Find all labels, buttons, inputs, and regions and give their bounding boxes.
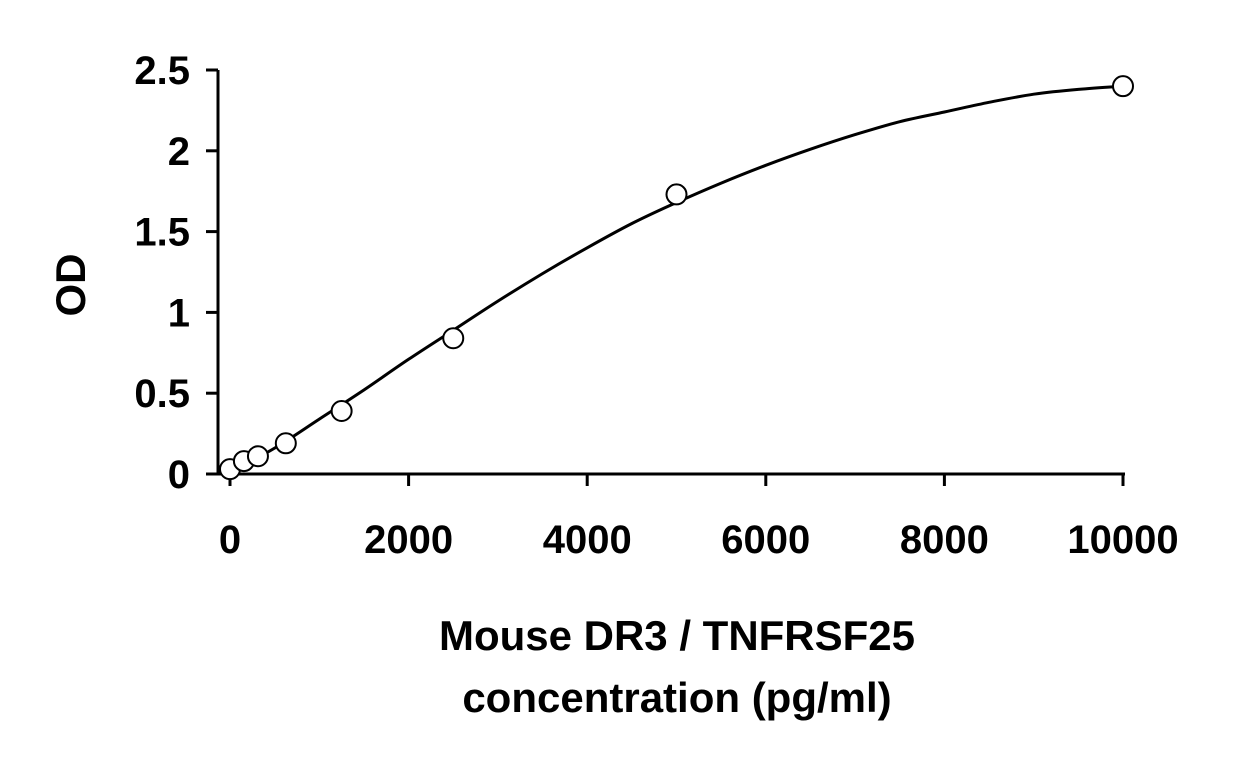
axes [216, 70, 1125, 476]
x-axis-title-line-2: concentration (pg/ml) [462, 674, 891, 721]
data-point [1112, 75, 1134, 98]
data-point [330, 399, 353, 422]
x-tick-label: 2000 [364, 518, 453, 562]
data-point [665, 183, 688, 206]
y-tick-label: 0.5 [134, 372, 190, 416]
y-tick-label: 2 [168, 130, 190, 174]
x-axis-ticks: 0 2000 4000 6000 8000 10000 [219, 474, 1179, 562]
y-tick-label: 1.5 [134, 211, 190, 255]
data-point [274, 432, 297, 455]
fit-curve [229, 84, 1124, 474]
x-axis-title-line-1: Mouse DR3 / TNFRSF25 [439, 612, 915, 659]
x-tick-label: 4000 [543, 518, 632, 562]
x-tick-label: 8000 [900, 518, 989, 562]
y-axis-title: OD [47, 254, 94, 317]
x-tick-label: 10000 [1067, 518, 1178, 562]
data-point [442, 327, 465, 350]
y-tick-label: 2.5 [134, 49, 190, 93]
x-tick-label: 0 [219, 518, 241, 562]
x-tick-label: 6000 [721, 518, 810, 562]
y-tick-label: 0 [168, 453, 190, 497]
y-axis-ticks: 0 0.5 1 1.5 2 2.5 [134, 49, 218, 497]
data-points [219, 75, 1134, 481]
data-point [246, 445, 269, 468]
y-tick-label: 1 [168, 291, 190, 335]
